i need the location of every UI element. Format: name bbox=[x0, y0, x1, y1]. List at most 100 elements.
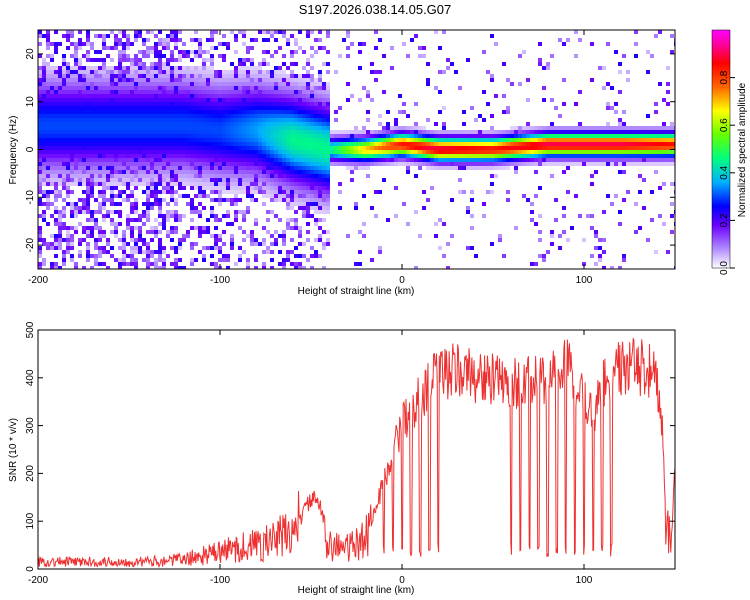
heatmap-cell bbox=[58, 246, 62, 250]
heatmap-cell bbox=[142, 86, 146, 90]
heatmap-cell bbox=[666, 102, 670, 106]
heatmap-cell bbox=[602, 250, 606, 254]
heatmap-cell bbox=[218, 86, 222, 90]
heatmap-cell bbox=[98, 82, 102, 86]
heatmap-cell bbox=[262, 134, 266, 138]
heatmap-cell bbox=[202, 142, 206, 146]
heatmap-cell bbox=[470, 166, 474, 170]
heatmap-cell bbox=[42, 142, 46, 146]
heatmap-cell bbox=[602, 66, 606, 70]
heatmap-cell bbox=[654, 170, 658, 174]
heatmap-cell bbox=[266, 82, 270, 86]
heatmap-cell bbox=[446, 150, 450, 154]
heatmap-cell bbox=[162, 130, 166, 134]
heatmap-cell bbox=[670, 230, 674, 234]
heatmap-cell bbox=[162, 162, 166, 166]
heatmap-cell bbox=[294, 102, 298, 106]
y-tick-label: 100 bbox=[25, 512, 36, 529]
heatmap-cell bbox=[382, 54, 386, 58]
heatmap-cell bbox=[562, 158, 566, 162]
heatmap-cell bbox=[354, 134, 358, 138]
heatmap-cell bbox=[126, 98, 130, 102]
heatmap-cell bbox=[58, 154, 62, 158]
heatmap-cell bbox=[358, 162, 362, 166]
heatmap-cell bbox=[282, 74, 286, 78]
heatmap-cell bbox=[50, 122, 54, 126]
heatmap-cell bbox=[166, 190, 170, 194]
heatmap-cell bbox=[66, 106, 70, 110]
heatmap-cell bbox=[494, 94, 498, 98]
heatmap-cell bbox=[266, 118, 270, 122]
heatmap-cell bbox=[326, 238, 330, 242]
heatmap-cell bbox=[314, 98, 318, 102]
heatmap-cell bbox=[118, 122, 122, 126]
heatmap-cell bbox=[130, 182, 134, 186]
heatmap-cell bbox=[278, 186, 282, 190]
heatmap-cell bbox=[158, 214, 162, 218]
heatmap-cell bbox=[282, 106, 286, 110]
heatmap-cell bbox=[190, 242, 194, 246]
heatmap-cell bbox=[318, 194, 322, 198]
heatmap-cell bbox=[98, 118, 102, 122]
heatmap-cell bbox=[118, 222, 122, 226]
heatmap-cell bbox=[50, 154, 54, 158]
heatmap-cell bbox=[550, 230, 554, 234]
heatmap-cell bbox=[558, 154, 562, 158]
heatmap-cell bbox=[222, 74, 226, 78]
heatmap-cell bbox=[194, 194, 198, 198]
heatmap-cell bbox=[190, 58, 194, 62]
heatmap-cell bbox=[522, 146, 526, 150]
heatmap-cell bbox=[134, 226, 138, 230]
heatmap-cell bbox=[94, 102, 98, 106]
heatmap-cell bbox=[370, 98, 374, 102]
heatmap-cell bbox=[166, 234, 170, 238]
heatmap-cell bbox=[238, 78, 242, 82]
heatmap-cell bbox=[170, 214, 174, 218]
heatmap-cell bbox=[118, 78, 122, 82]
heatmap-cell bbox=[514, 166, 518, 170]
heatmap-cell bbox=[206, 146, 210, 150]
heatmap-cell bbox=[102, 162, 106, 166]
heatmap-cell bbox=[286, 182, 290, 186]
heatmap-cell bbox=[114, 110, 118, 114]
colorbar-tick-label: 0.0 bbox=[719, 261, 730, 275]
heatmap-cell bbox=[266, 182, 270, 186]
heatmap-cell bbox=[318, 198, 322, 202]
heatmap-cell bbox=[70, 138, 74, 142]
heatmap-cell bbox=[554, 162, 558, 166]
heatmap-cell bbox=[590, 158, 594, 162]
heatmap-cell bbox=[322, 126, 326, 130]
heatmap-cell bbox=[558, 142, 562, 146]
heatmap-cell bbox=[610, 106, 614, 110]
heatmap-cell bbox=[598, 254, 602, 258]
heatmap-cell bbox=[58, 126, 62, 130]
heatmap-cell bbox=[98, 162, 102, 166]
heatmap-cell bbox=[246, 66, 250, 70]
heatmap-cell bbox=[598, 150, 602, 154]
heatmap-cell bbox=[182, 234, 186, 238]
heatmap-cell bbox=[390, 130, 394, 134]
heatmap-cell bbox=[194, 210, 198, 214]
heatmap-cell bbox=[278, 198, 282, 202]
heatmap-cell bbox=[318, 122, 322, 126]
heatmap-cell bbox=[174, 118, 178, 122]
heatmap-cell bbox=[142, 202, 146, 206]
heatmap-cell bbox=[210, 206, 214, 210]
heatmap-cell bbox=[558, 234, 562, 238]
heatmap-cell bbox=[486, 134, 490, 138]
heatmap-cell bbox=[654, 110, 658, 114]
heatmap-cell bbox=[314, 202, 318, 206]
heatmap-cell bbox=[62, 70, 66, 74]
heatmap-cell bbox=[322, 174, 326, 178]
heatmap-cell bbox=[94, 154, 98, 158]
heatmap-cell bbox=[302, 166, 306, 170]
heatmap-cell bbox=[326, 174, 330, 178]
heatmap-cell bbox=[290, 226, 294, 230]
heatmap-cell bbox=[314, 102, 318, 106]
heatmap-cell bbox=[634, 142, 638, 146]
heatmap-cell bbox=[246, 146, 250, 150]
heatmap-cell bbox=[134, 218, 138, 222]
heatmap-cell bbox=[282, 238, 286, 242]
heatmap-cell bbox=[294, 106, 298, 110]
heatmap-cell bbox=[642, 134, 646, 138]
